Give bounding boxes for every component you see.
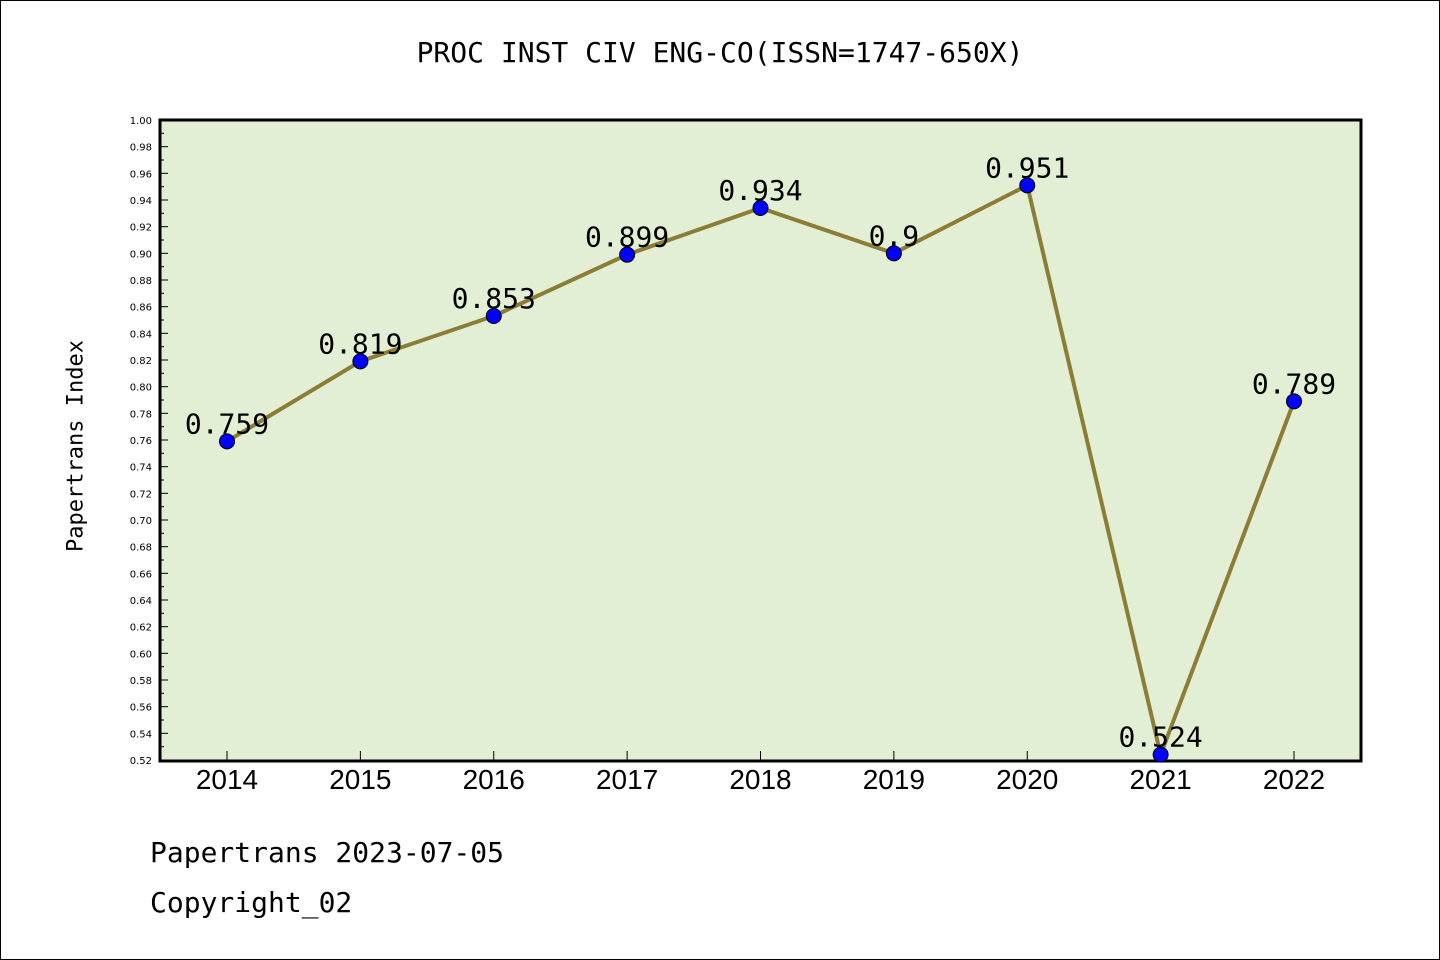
y-tick-label: 0.88 [130,276,152,287]
data-label: 0.789 [1252,367,1336,400]
y-axis-ticks: 0.52 0.54 0.56 0.58 0.60 0.62 0.64 0.66 0.68 0.70… [130,116,168,767]
data-label: 0.524 [1118,721,1202,754]
x-tick-label: 2014 [196,764,258,795]
data-label: 0.899 [585,221,669,254]
data-point [1019,177,1036,194]
y-tick-label: 0.72 [130,489,152,500]
y-tick-label: 0.66 [130,569,152,580]
y-tick-label: 0.70 [130,516,152,527]
x-tick-label: 2018 [729,764,791,795]
footer-date: Papertrans 2023-07-05 [150,836,505,869]
y-tick-label: 0.64 [130,596,152,607]
y-tick-label: 0.86 [130,303,152,314]
x-tick-label: 2016 [463,764,525,795]
x-tick-label: 2022 [1263,764,1325,795]
data-labels: 0.759 0.819 0.853 0.899 0.934 0.9 0.951 0.524 0.… [185,151,1336,753]
y-tick-label: 0.78 [130,409,152,420]
y-tick-label: 0.76 [130,436,152,447]
y-tick-label: 0.92 [130,223,152,234]
y-tick-label: 0.98 [130,143,152,154]
y-tick-label: 0.54 [130,729,152,740]
y-tick-label: 0.90 [130,249,152,260]
y-tick-label: 0.68 [130,543,152,554]
data-label: 0.934 [718,174,802,207]
y-tick-label: 0.60 [130,649,152,660]
x-tick-label: 2019 [863,764,925,795]
x-axis-ticks: 2014 2015 2016 2017 2018 2019 2020 2021 2022 [196,751,1325,795]
y-tick-label: 0.94 [130,196,152,207]
y-tick-label: 0.96 [130,169,152,180]
y-tick-label: 0.56 [130,703,152,714]
chart-title: PROC INST CIV ENG-CO(ISSN=1747-650X) [416,36,1024,69]
y-tick-label: 1.00 [130,116,152,127]
plot-area [158,118,1363,763]
data-point [219,433,235,450]
x-tick-label: 2021 [1129,764,1191,795]
y-tick-label: 0.80 [130,383,152,394]
y-tick-label: 0.52 [130,756,152,767]
data-label: 0.951 [985,151,1069,184]
data-point [885,245,902,262]
data-point [1286,393,1302,410]
data-point [619,246,636,263]
data-label: 0.9 [869,219,920,252]
x-tick-label: 2015 [329,764,391,795]
data-point [1152,746,1169,763]
data-point [352,353,369,370]
y-tick-label: 0.58 [130,676,152,687]
y-tick-label: 0.82 [130,356,152,367]
series-papertrans-index [219,177,1302,763]
y-tick-label: 0.74 [130,463,152,474]
data-label: 0.759 [185,407,269,440]
data-point [485,308,502,324]
x-tick-label: 2020 [996,764,1058,795]
data-point [752,200,769,216]
data-label: 0.819 [318,327,402,360]
footer-copyright: Copyright_02 [150,886,353,919]
y-tick-label: 0.84 [130,329,152,340]
x-tick-label: 2017 [596,764,658,795]
data-label: 0.853 [452,282,536,315]
y-tick-label: 0.62 [130,623,152,634]
